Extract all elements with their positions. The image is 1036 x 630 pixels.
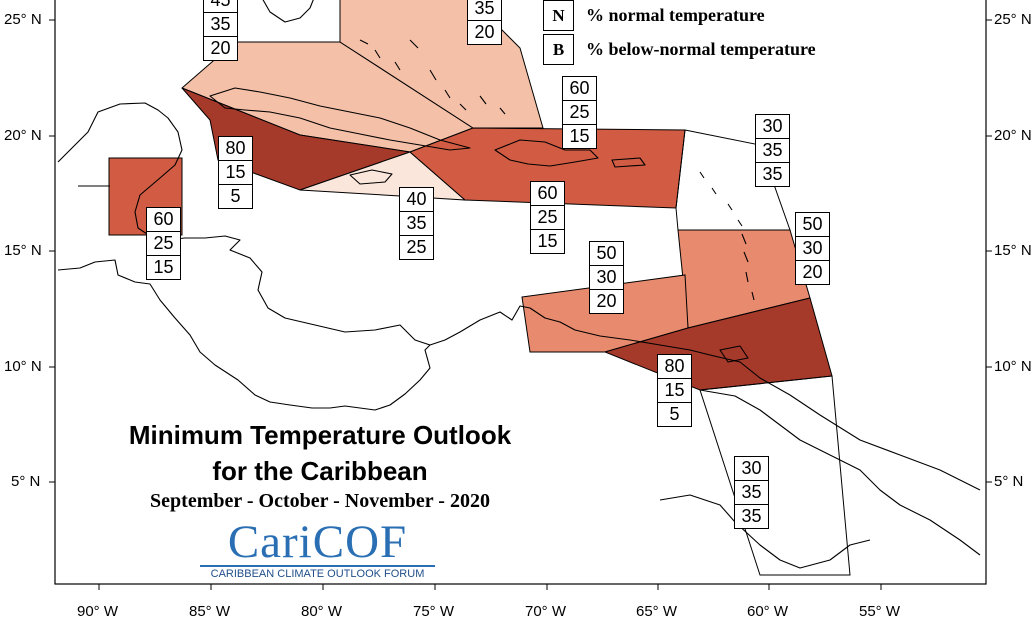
lat-label-10-right: 10° N (994, 358, 1032, 375)
prob-normal: 30 (590, 266, 623, 290)
lat-label-10-left: 10° N (4, 358, 42, 375)
tick-marks (49, 19, 992, 590)
prob-above: 30 (735, 457, 768, 481)
lat-label-15-right: 15° N (994, 242, 1032, 259)
prob-normal: 25 (531, 206, 564, 230)
prob-box-guianas: 30 35 35 (734, 456, 769, 529)
map-title-line2: for the Caribbean (212, 456, 428, 486)
prob-normal: 15 (658, 379, 691, 403)
prob-box-abc-islands: 50 30 20 (589, 241, 624, 314)
prob-below: 15 (153, 257, 174, 277)
prob-normal: 30 (796, 237, 829, 261)
prob-normal: 25 (147, 232, 180, 256)
prob-below: 20 (802, 262, 823, 282)
prob-above: 40 (400, 188, 433, 212)
prob-below: 15 (537, 231, 558, 251)
lon-label-75: 75° W (413, 603, 455, 620)
lon-label-70: 70° W (525, 603, 567, 620)
lon-label-90: 90° W (77, 603, 119, 620)
prob-box-trinidad: 80 15 5 (657, 354, 692, 427)
lat-label-25-left: 25° N (4, 11, 42, 28)
prob-above: 60 (531, 182, 564, 206)
prob-box-jamaica: 40 35 25 (399, 187, 434, 260)
prob-above: 45 (204, 0, 237, 13)
prob-below: 20 (596, 291, 617, 311)
prob-normal: 35 (756, 139, 789, 163)
coastlines (57, 0, 981, 569)
prob-box-hispaniola: 60 25 15 (562, 76, 597, 149)
prob-below: 25 (406, 237, 427, 257)
zone-atlantic-north (675, 129, 791, 231)
lon-label-60: 60° W (747, 603, 789, 620)
prob-above: 50 (590, 242, 623, 266)
lon-label-55: 55° W (859, 603, 901, 620)
lat-label-20-right: 20° N (994, 127, 1032, 144)
prob-box-cuba-west: 80 15 5 (218, 136, 253, 209)
lon-label-85: 85° W (189, 603, 231, 620)
legend-normal: N % normal temperature (543, 0, 765, 31)
legend-below: B % below-normal temperature (543, 33, 816, 65)
lat-label-5-left: 5° N (11, 473, 41, 490)
legend-key-below: B (543, 33, 574, 65)
map-period: September - October - November - 2020 (150, 490, 490, 512)
lat-label-15-left: 15° N (4, 242, 42, 259)
legend-key-normal: N (543, 0, 574, 31)
prob-box-bahamas-west: 45 35 20 (203, 0, 238, 61)
caricof-logo-wordmark: CariCOF (227, 516, 408, 568)
prob-box-lesser-antilles: 50 30 20 (795, 212, 830, 285)
prob-normal: 25 (563, 101, 596, 125)
caricof-logo: CariCOF CARIBBEAN CLIMATE OUTLOOK FORUM (200, 515, 435, 580)
prob-normal: 35 (400, 212, 433, 236)
lat-label-25-right: 25° N (994, 11, 1032, 28)
map-title-line1: Minimum Temperature Outlook (128, 420, 512, 450)
prob-below: 35 (762, 164, 783, 184)
prob-below: 20 (474, 22, 495, 42)
prob-normal: 15 (219, 161, 252, 185)
legend-text-below: % below-normal temperature (586, 38, 816, 59)
prob-box-atlantic-north: 30 35 35 (755, 114, 790, 187)
prob-above: 30 (756, 115, 789, 139)
prob-normal: 35 (735, 481, 768, 505)
lat-label-20-left: 20° N (4, 127, 42, 144)
prob-below: 15 (569, 126, 590, 146)
prob-box-bahamas-east: 35 20 (467, 0, 502, 45)
lon-label-65: 65° W (636, 603, 678, 620)
prob-below: 35 (741, 506, 762, 526)
prob-normal: 35 (204, 13, 237, 37)
prob-below: 5 (230, 186, 241, 206)
prob-box-caribbean-central: 60 25 15 (530, 181, 565, 254)
prob-above: 80 (658, 355, 691, 379)
prob-above: 60 (563, 77, 596, 101)
lon-label-80: 80° W (301, 603, 343, 620)
prob-above: 60 (147, 208, 180, 232)
prob-below: 20 (210, 38, 231, 58)
prob-above: 50 (796, 213, 829, 237)
prob-box-belize: 60 25 15 (146, 207, 181, 280)
caricof-logo-tagline: CARIBBEAN CLIMATE OUTLOOK FORUM (200, 565, 435, 580)
legend-text-normal: % normal temperature (586, 4, 765, 25)
prob-above: 80 (219, 137, 252, 161)
prob-below: 5 (669, 404, 680, 424)
lat-label-5-right: 5° N (994, 473, 1024, 490)
prob-normal: 35 (468, 0, 501, 21)
